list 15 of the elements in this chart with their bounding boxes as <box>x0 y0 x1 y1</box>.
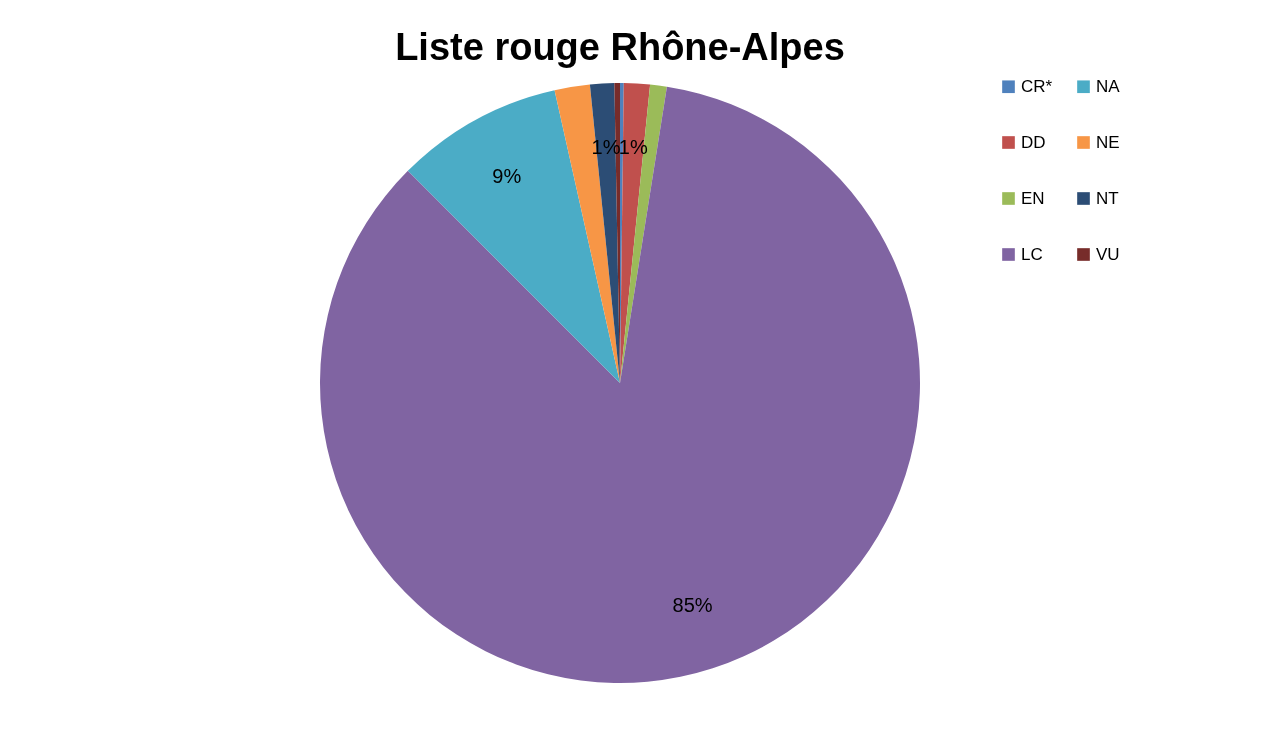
legend-label: VU <box>1096 244 1120 264</box>
pie-slice <box>407 90 620 383</box>
legend-label: NE <box>1096 132 1120 152</box>
legend-label: DD <box>1021 132 1046 152</box>
legend-label: CR* <box>1021 76 1053 96</box>
legend-label: EN <box>1021 188 1045 208</box>
pie-slice <box>320 86 920 683</box>
legend-label: NA <box>1096 76 1121 96</box>
pie-slice <box>620 84 667 383</box>
chart-title: Liste rouge Rhône-Alpes <box>395 26 845 68</box>
data-label: 85% <box>672 594 713 617</box>
data-label: 9% <box>492 165 522 188</box>
legend-label: LC <box>1021 244 1043 264</box>
legend-label: NT <box>1096 188 1119 208</box>
pie-slice <box>554 84 620 383</box>
